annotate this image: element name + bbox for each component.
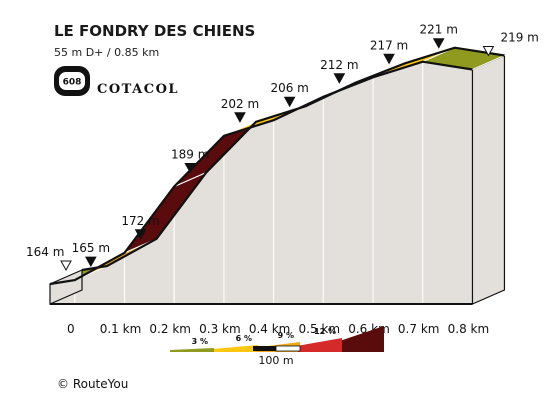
distance-tick-label: 0.4 km	[249, 322, 291, 336]
elevation-marker	[134, 229, 147, 240]
profile-side-panel	[372, 61, 424, 305]
elevation-marker	[333, 73, 346, 84]
elevation-label: 212 m	[320, 58, 358, 72]
elevation-label: 217 m	[370, 38, 408, 52]
elevation-marker	[60, 260, 72, 272]
distance-tick-label: 0.2 km	[149, 322, 191, 336]
distance-tick-label: 0.1 km	[100, 322, 142, 336]
elevation-marker	[283, 96, 296, 108]
scale-bar-label: 100 m	[258, 354, 293, 367]
legend-gradient-label: 12 %	[314, 327, 336, 336]
elevation-label: 206 m	[270, 81, 308, 95]
elevation-marker	[85, 256, 97, 268]
climb-stats: 55 m D+ / 0.85 km	[54, 46, 159, 59]
climb-title: LE FONDRY DES CHIENS	[54, 22, 255, 40]
distance-tick-label: 0	[67, 322, 75, 336]
elevation-marker	[234, 112, 246, 123]
profile-end-face	[471, 54, 506, 305]
elevation-marker	[184, 163, 197, 174]
distance-tick-label: 0.3 km	[199, 322, 241, 336]
cotacol-logo: 608 COTACOL	[54, 66, 179, 97]
legend-gradient-swatch	[214, 345, 258, 352]
profile-side-panel	[322, 76, 374, 305]
profile-front-edge	[49, 60, 473, 286]
elevation-labels: 164 m 165 m 172 m 189 m 202 m 206 m 212 m 217 m…	[26, 23, 539, 272]
legend-gradient-label: 6 %	[236, 334, 252, 343]
distance-tick-label: 0.7 km	[398, 322, 440, 336]
elevation-label: 165 m	[72, 241, 110, 255]
elevation-label: 172 m	[121, 214, 159, 228]
scale-bar: 100 m	[253, 345, 301, 367]
elevation-label: 164 m	[26, 245, 64, 259]
profile-start-face	[49, 269, 83, 305]
distance-axis: 0 0.1 km 0.2 km 0.3 km 0.4 km 0.5 km 0.6 km 0.7…	[67, 322, 489, 336]
elevation-label: 189 m	[171, 148, 209, 162]
legend-gradient-label: 3 %	[192, 337, 208, 346]
profile-group	[49, 46, 507, 305]
legend-gradient-swatch	[298, 338, 342, 352]
elevation-marker	[482, 46, 495, 57]
cotacol-badge-number: 608	[63, 78, 82, 88]
profile-side-panel	[273, 96, 324, 305]
routeyou-credit: © RouteYou	[57, 377, 128, 391]
distance-tick-label: 0.5 km	[299, 322, 341, 336]
distance-tick-label: 0.8 km	[448, 322, 490, 336]
legend-gradient-swatch	[170, 348, 214, 352]
elevation-label: 219 m	[500, 31, 538, 45]
elevation-marker	[432, 38, 445, 49]
elevation-label: 221 m	[420, 23, 458, 37]
legend-gradient-swatch	[342, 326, 384, 352]
profile-side-panel	[422, 61, 473, 305]
cotacol-brand-text: COTACOL	[97, 82, 179, 97]
elevation-label: 202 m	[221, 97, 259, 111]
legend-gradient-label: 9 %	[278, 331, 294, 340]
elevation-marker	[383, 53, 395, 65]
profile-back-edge	[81, 46, 505, 272]
